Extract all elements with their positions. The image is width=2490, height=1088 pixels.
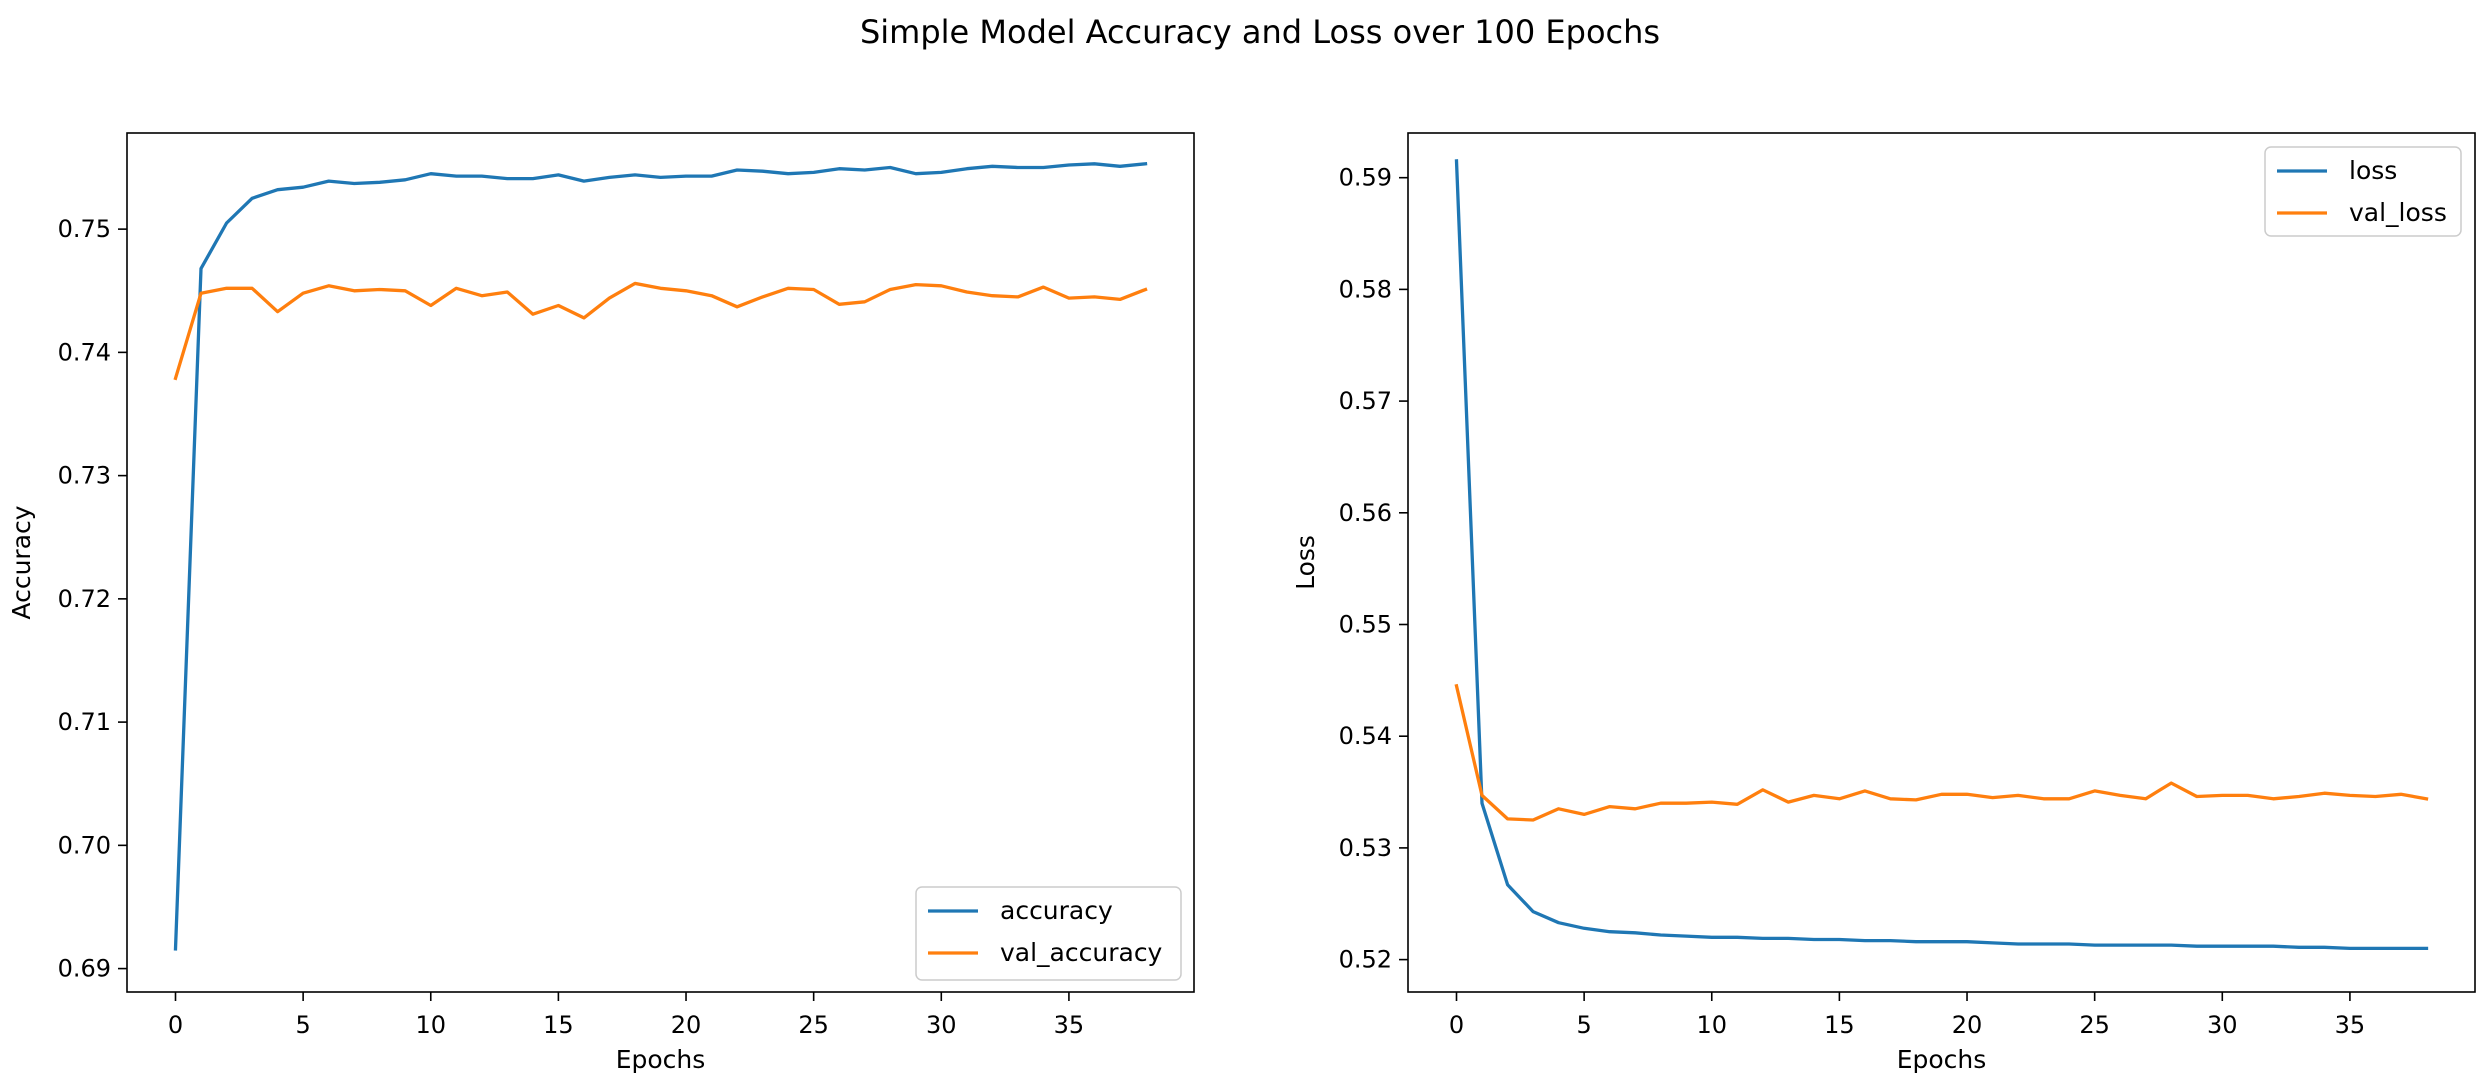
chart1-legend-label-loss: loss	[2349, 156, 2397, 185]
chart1-y-tick-label: 0.56	[1339, 499, 1392, 527]
chart0-x-tick-label: 25	[798, 1011, 829, 1039]
chart0-series-line-accuracy	[173, 161, 1148, 951]
chart1-y-tick-label: 0.55	[1339, 610, 1392, 638]
chart1-axes-frame	[1407, 132, 2476, 993]
chart0-y-tick-label: 0.69	[58, 955, 111, 983]
chart0-x-tick-label: 0	[168, 1011, 183, 1039]
chart0-axes-frame	[126, 132, 1195, 993]
loss-chart: 0 5 10 15 20 25 30 35 0.52 0.53 0.54 0.55 0.56 0.57 0.…	[1291, 132, 2476, 1074]
chart0-legend-label-accuracy: accuracy	[1000, 896, 1113, 925]
chart0-y-tick-label: 0.70	[58, 831, 111, 859]
chart1-x-tick-label: 20	[1952, 1011, 1983, 1039]
chart1-legend-label-val-loss: val_loss	[2349, 198, 2447, 227]
chart1-legend: loss val_loss	[2264, 146, 2462, 237]
chart1-y-tick-label: 0.54	[1339, 722, 1392, 750]
chart1-y-tick-label: 0.59	[1339, 164, 1392, 192]
chart1-x-tick-label: 5	[1576, 1011, 1591, 1039]
chart1-y-tick-label: 0.58	[1339, 275, 1392, 303]
chart1-x-tick-label: 25	[2079, 1011, 2110, 1039]
chart1-y-axis-label: Loss	[1291, 535, 1320, 590]
chart0-x-axis-label: Epochs	[616, 1045, 706, 1074]
chart0-y-axis-label: Accuracy	[7, 505, 36, 619]
chart0-y-tick-label: 0.74	[58, 338, 111, 366]
chart1-x-tick-label: 30	[2207, 1011, 2238, 1039]
chart1-series-line-val-loss	[1454, 683, 2429, 822]
chart1-x-axis-label: Epochs	[1897, 1045, 1987, 1074]
chart0-legend-frame	[915, 886, 1182, 981]
chart0-y-tick-label: 0.72	[58, 585, 111, 613]
chart0-y-tick-label: 0.73	[58, 462, 111, 490]
chart0-series-line-val-accuracy	[173, 281, 1148, 381]
chart0-x-tick-label: 35	[1054, 1011, 1085, 1039]
chart0-y-tick-label: 0.75	[58, 215, 111, 243]
chart1-y-tick-label: 0.53	[1339, 834, 1392, 862]
chart1-x-tick-label: 35	[2335, 1011, 2366, 1039]
chart1-series-line-loss	[1454, 159, 2429, 951]
chart0-x-tick-label: 15	[543, 1011, 574, 1039]
chart0-legend: accuracy val_accuracy	[915, 886, 1182, 981]
accuracy-chart: 0 5 10 15 20 25 30 35 0.69 0.70 0.71 0.72 0.73 0.74 0.…	[7, 132, 1195, 1074]
chart0-x-tick-label: 20	[671, 1011, 702, 1039]
chart0-legend-label-val-accuracy: val_accuracy	[1000, 938, 1163, 967]
chart0-x-tick-label: 5	[295, 1011, 310, 1039]
chart1-x-tick-label: 10	[1696, 1011, 1727, 1039]
chart1-x-tick-label: 0	[1449, 1011, 1464, 1039]
chart0-y-tick-label: 0.71	[58, 708, 111, 736]
chart0-x-tick-label: 30	[926, 1011, 957, 1039]
figure-title: Simple Model Accuracy and Loss over 100 …	[860, 13, 1660, 51]
chart0-x-tick-label: 10	[415, 1011, 446, 1039]
chart1-y-tick-label: 0.52	[1339, 946, 1392, 974]
chart1-x-tick-label: 15	[1824, 1011, 1855, 1039]
chart1-y-tick-label: 0.57	[1339, 387, 1392, 415]
